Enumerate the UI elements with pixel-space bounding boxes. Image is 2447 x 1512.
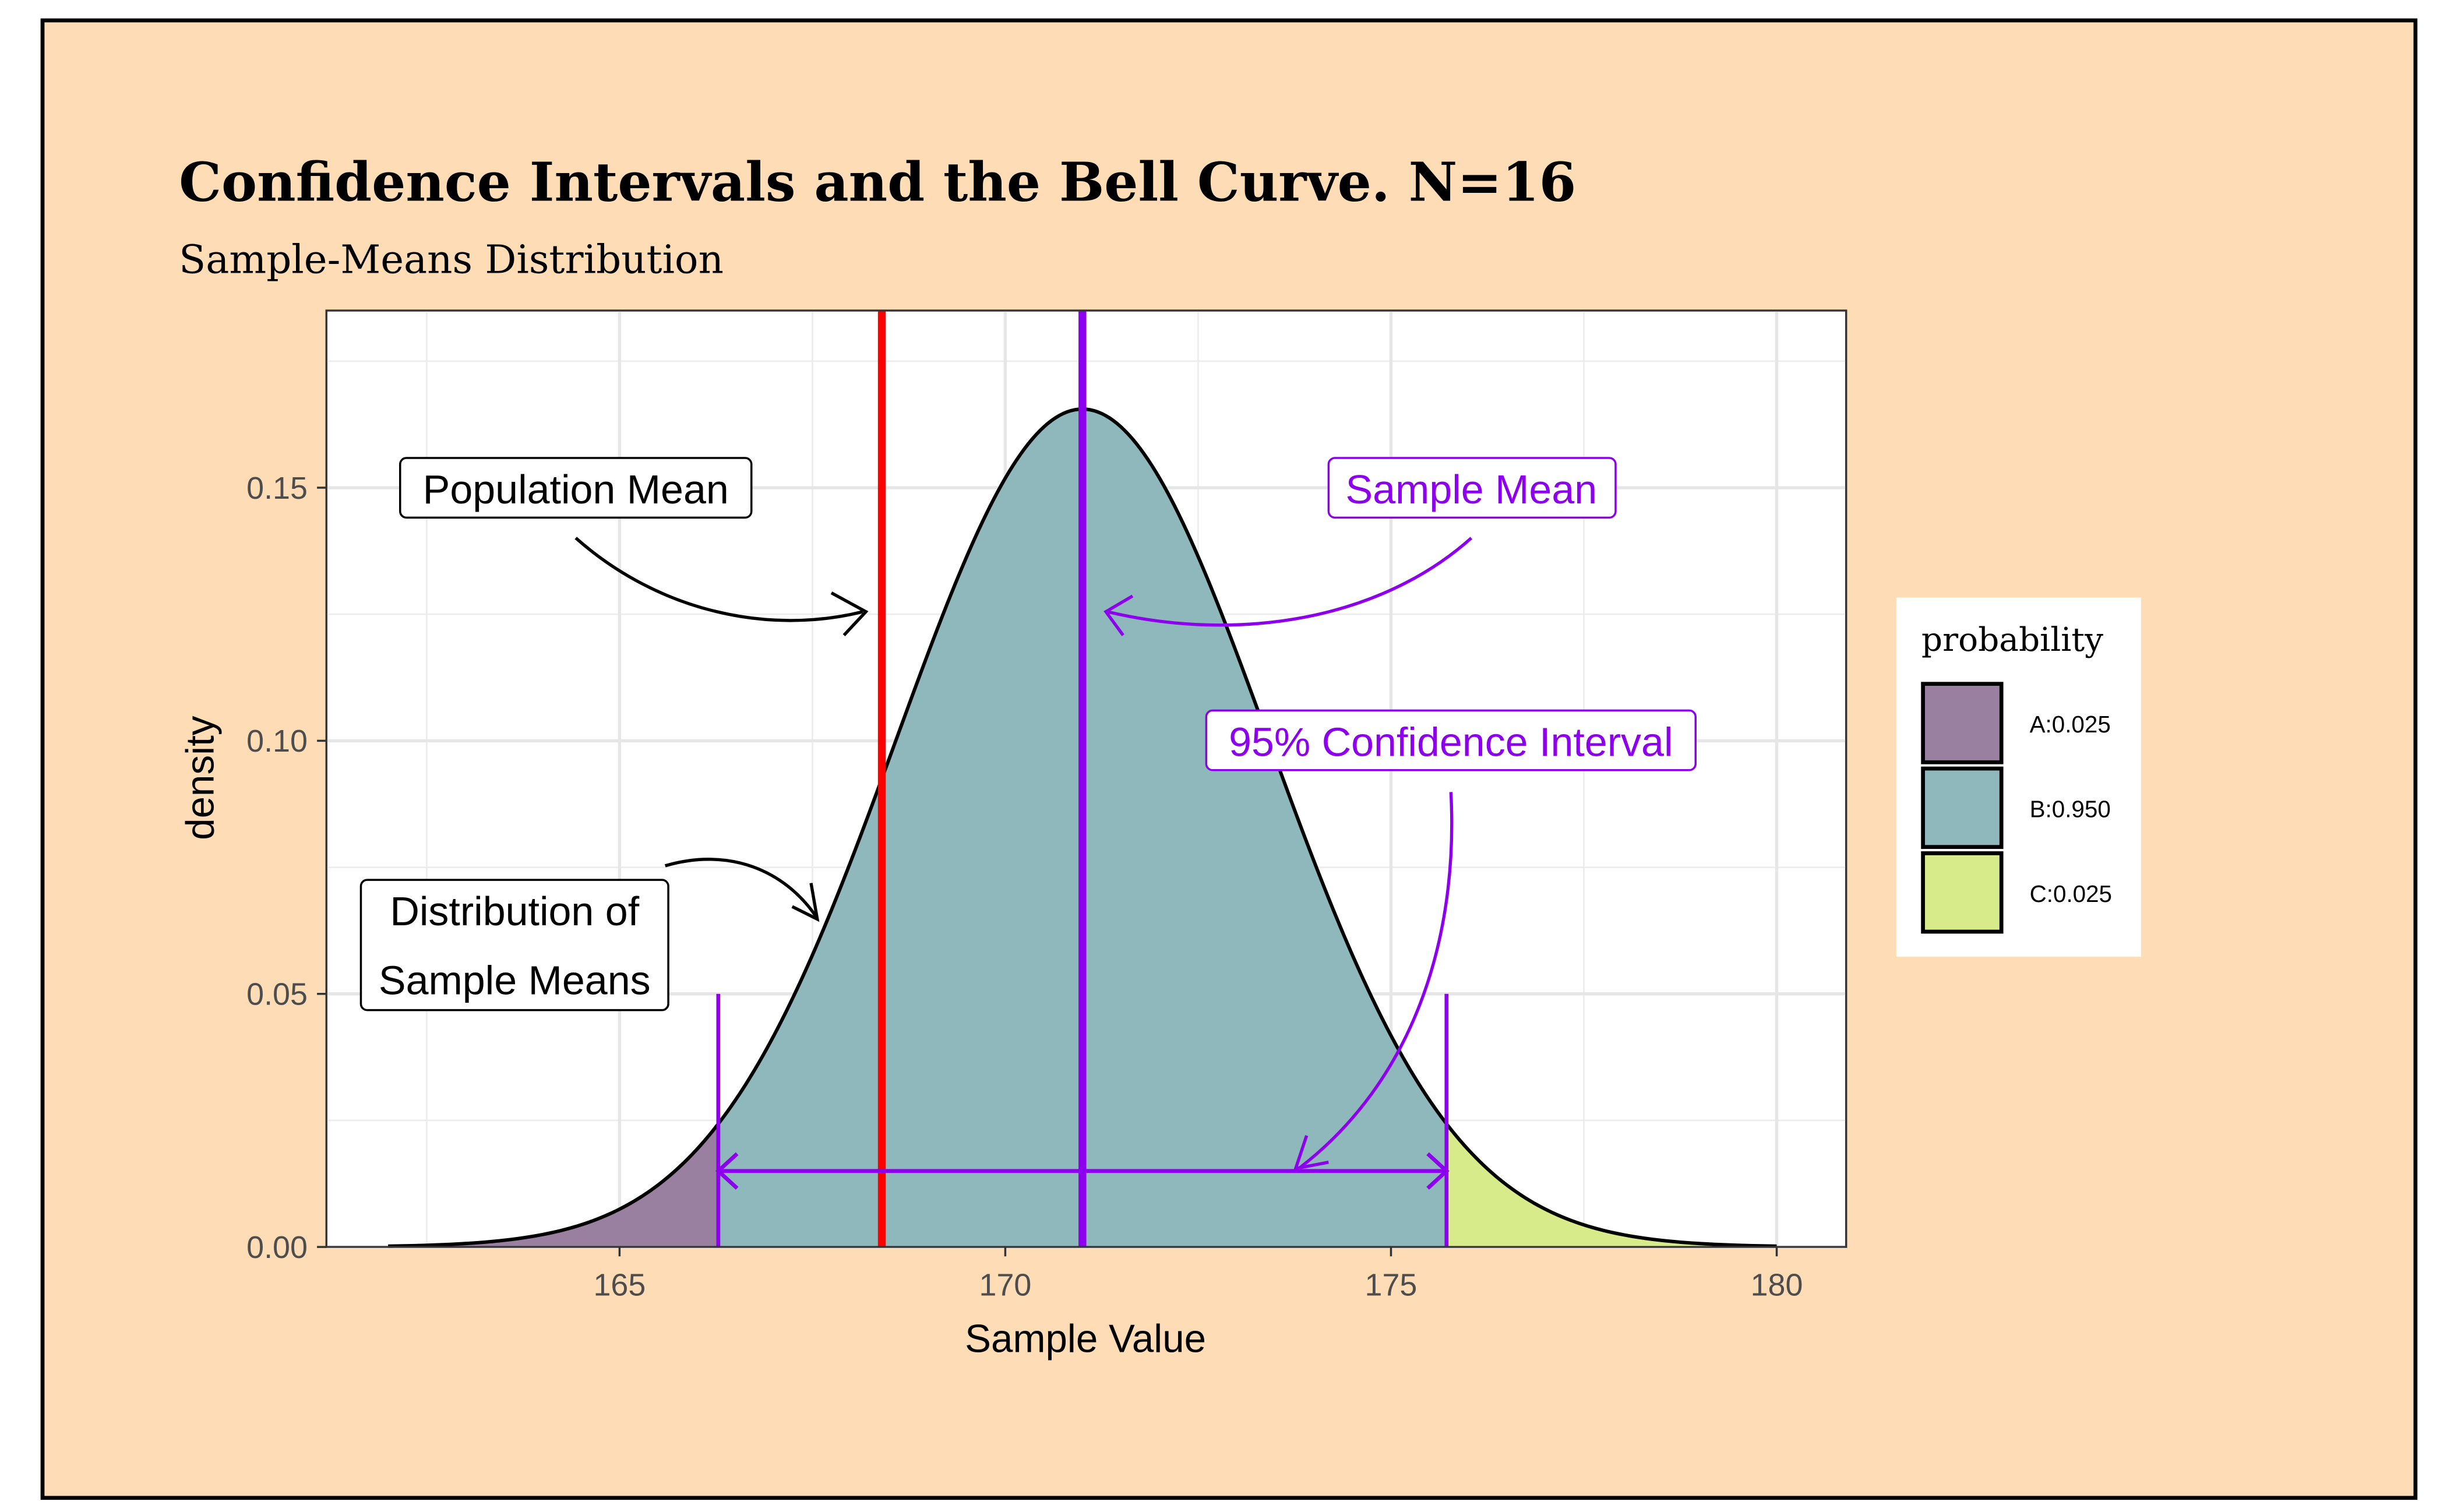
arrow-icon bbox=[1297, 792, 1454, 1170]
annotation-population-mean: Population Mean bbox=[399, 457, 869, 637]
legend-swatch-B bbox=[1921, 766, 2004, 849]
arrowhead-icon bbox=[830, 591, 869, 637]
confidence-interval-marker bbox=[715, 993, 1450, 1247]
x-tick-label: 170 bbox=[979, 1268, 1032, 1303]
y-tick-label: 0.15 bbox=[246, 471, 308, 506]
arrowhead-icon bbox=[1103, 594, 1134, 636]
chart-title: Confidence Intervals and the Bell Curve.… bbox=[179, 151, 1576, 214]
annotation-confidence-interval: 95% Confidence Interval bbox=[1205, 709, 1697, 1171]
legend-swatch-C bbox=[1921, 851, 2004, 934]
y-tick-label: 0.00 bbox=[246, 1230, 308, 1265]
arrowhead-icon bbox=[791, 883, 820, 922]
mean-lines bbox=[877, 310, 1087, 1247]
svg-text:Population Mean: Population Mean bbox=[423, 467, 729, 512]
region-C bbox=[1446, 1123, 1777, 1247]
chart-subtitle: Sample-Means Distribution bbox=[179, 237, 724, 282]
svg-text:Distribution of: Distribution of bbox=[390, 889, 639, 934]
y-tick-label: 0.10 bbox=[246, 724, 308, 759]
arrow-icon bbox=[664, 858, 817, 917]
region-A bbox=[388, 1123, 718, 1247]
legend-title: probability bbox=[1921, 621, 2103, 659]
svg-text:95% Confidence Interval: 95% Confidence Interval bbox=[1229, 720, 1673, 765]
legend-label-B: B:0.950 bbox=[2030, 795, 2111, 822]
arrow-icon bbox=[1107, 537, 1473, 627]
legend-label-C: C:0.025 bbox=[2030, 880, 2112, 907]
svg-text:Sample Means: Sample Means bbox=[379, 958, 651, 1003]
annotation-distribution: Distribution of Sample Means bbox=[359, 858, 820, 1011]
axes: 165 170 175 180 0.00 0.05 0.10 0.15 bbox=[246, 471, 1803, 1303]
svg-text:Sample Mean: Sample Mean bbox=[1345, 467, 1597, 512]
x-axis-label: Sample Value bbox=[965, 1317, 1206, 1361]
x-tick-label: 175 bbox=[1365, 1268, 1418, 1303]
ci-right-arrowhead-icon bbox=[1426, 1152, 1450, 1190]
arrow-icon bbox=[574, 537, 863, 622]
y-tick-label: 0.05 bbox=[246, 977, 308, 1012]
legend-label-A: A:0.025 bbox=[2030, 711, 2111, 738]
arrowhead-icon bbox=[1293, 1135, 1329, 1171]
x-tick-label: 165 bbox=[593, 1268, 646, 1303]
y-axis-label: density bbox=[178, 716, 222, 840]
legend-swatch-A bbox=[1921, 682, 2004, 764]
plot-border bbox=[325, 309, 1847, 1248]
annotation-sample-mean: Sample Mean bbox=[1103, 457, 1617, 636]
legend: probability A:0.025 B:0.950 C:0.025 bbox=[1896, 597, 2141, 957]
x-tick-label: 180 bbox=[1751, 1268, 1803, 1303]
ci-left-arrowhead-icon bbox=[715, 1152, 739, 1190]
